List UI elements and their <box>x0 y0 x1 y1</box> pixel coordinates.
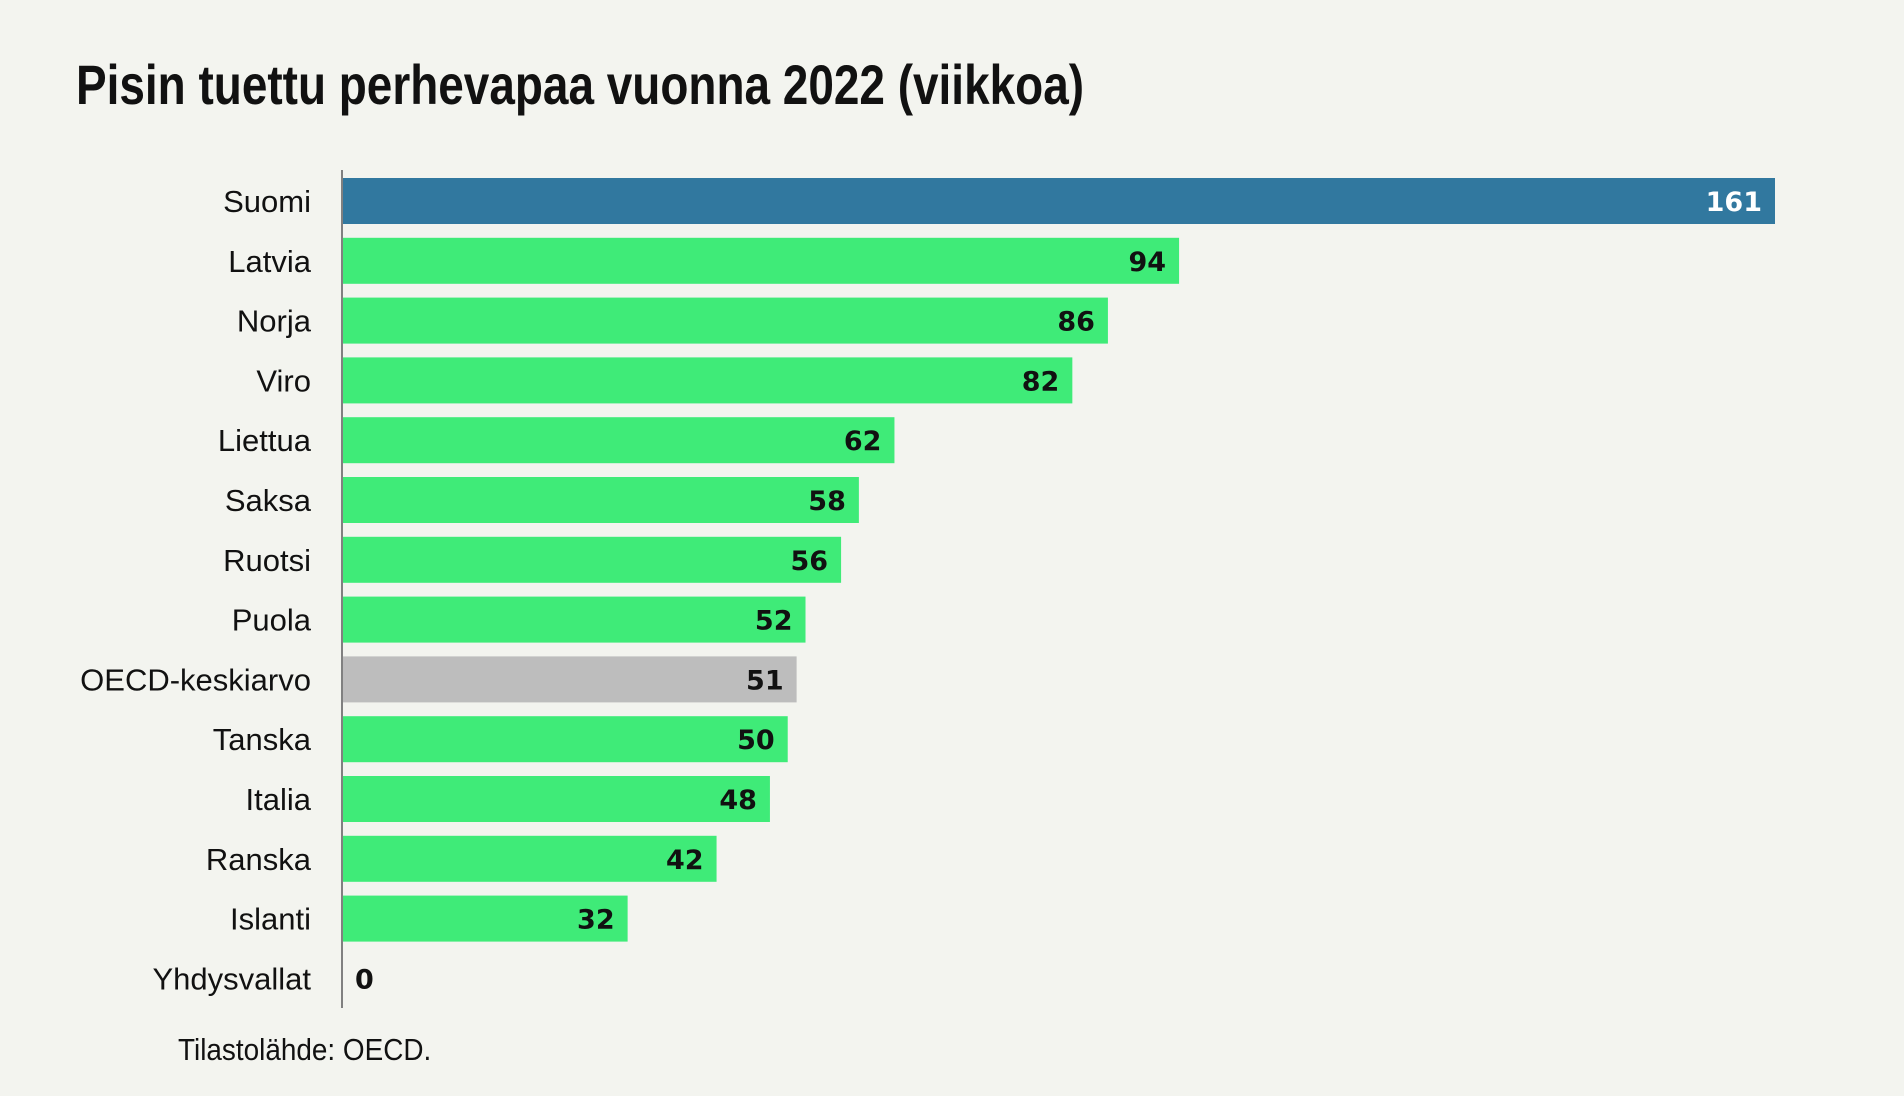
category-label: Saksa <box>225 483 312 518</box>
data-label: 56 <box>791 546 829 577</box>
bar <box>343 596 806 643</box>
bar <box>343 357 1073 404</box>
data-label: 51 <box>746 665 784 696</box>
data-label: 62 <box>844 426 882 457</box>
bar <box>343 835 717 882</box>
category-label: OECD-keskiarvo <box>80 662 311 697</box>
category-label: Norja <box>237 304 312 339</box>
data-label: 0 <box>355 964 374 995</box>
source-note: Tilastolähde: OECD. <box>178 1032 432 1067</box>
data-label: 161 <box>1706 187 1762 218</box>
bar <box>343 178 1775 224</box>
data-label: 48 <box>719 785 757 816</box>
bar <box>343 297 1108 344</box>
category-label: Italia <box>246 782 312 817</box>
category-label: Viro <box>256 363 311 398</box>
bar <box>343 895 628 942</box>
data-label: 86 <box>1057 307 1095 338</box>
data-label: 58 <box>808 486 846 517</box>
category-label: Ruotsi <box>223 543 311 578</box>
category-label: Tanska <box>213 722 312 757</box>
bar <box>343 417 895 464</box>
data-label: 52 <box>755 606 793 637</box>
bar <box>343 716 788 763</box>
category-label: Liettua <box>218 423 312 458</box>
data-label: 50 <box>737 725 775 756</box>
data-label: 82 <box>1022 366 1060 397</box>
category-label: Islanti <box>230 902 311 937</box>
bar <box>343 477 859 523</box>
category-label: Latvia <box>228 244 311 279</box>
chart-title: Pisin tuettu perhevapaa vuonna 2022 (vii… <box>76 53 1085 116</box>
bar <box>343 536 842 583</box>
category-label: Suomi <box>223 184 311 219</box>
data-label: 42 <box>666 845 704 876</box>
category-label: Ranska <box>206 842 312 877</box>
bar <box>343 656 797 703</box>
bar <box>343 776 770 822</box>
bar <box>343 237 1180 284</box>
category-label: Yhdysvallat <box>152 961 311 996</box>
data-label: 32 <box>577 905 615 936</box>
data-label: 94 <box>1128 247 1166 278</box>
category-label: Puola <box>232 603 312 638</box>
